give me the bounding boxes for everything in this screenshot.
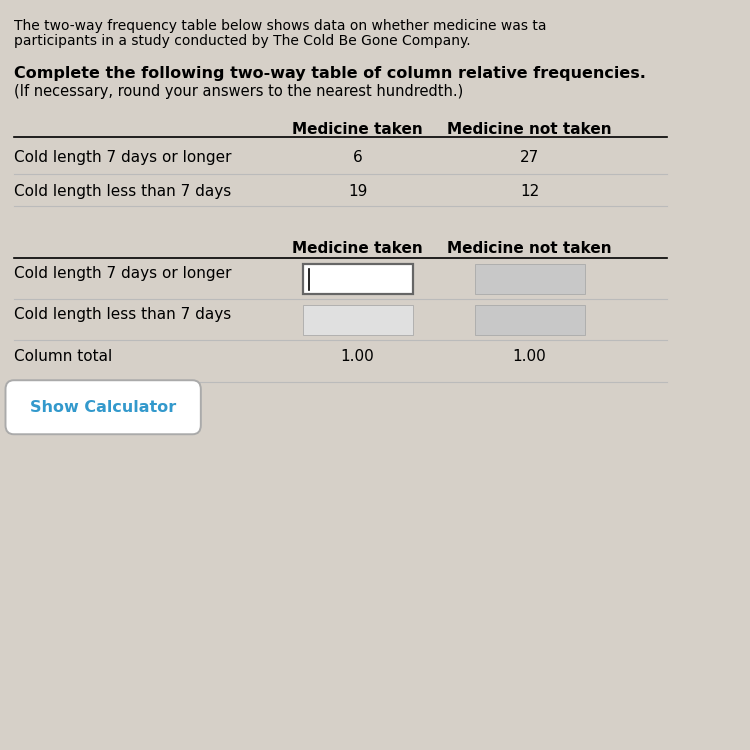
Text: Cold length less than 7 days: Cold length less than 7 days	[13, 184, 231, 199]
Text: participants in a study conducted by The Cold Be Gone Company.: participants in a study conducted by The…	[13, 34, 470, 48]
Text: Cold length 7 days or longer: Cold length 7 days or longer	[13, 150, 231, 165]
Text: 1.00: 1.00	[340, 349, 374, 364]
Text: Cold length less than 7 days: Cold length less than 7 days	[13, 308, 231, 322]
Text: Cold length 7 days or longer: Cold length 7 days or longer	[13, 266, 231, 281]
FancyBboxPatch shape	[5, 380, 201, 434]
Text: 27: 27	[520, 150, 539, 165]
FancyBboxPatch shape	[302, 305, 412, 335]
FancyBboxPatch shape	[302, 264, 412, 294]
Text: 6: 6	[352, 150, 362, 165]
Text: Medicine taken: Medicine taken	[292, 242, 423, 256]
Text: The two-way frequency table below shows data on whether medicine was ta: The two-way frequency table below shows …	[13, 19, 546, 33]
Text: 12: 12	[520, 184, 539, 199]
Text: Show Calculator: Show Calculator	[30, 400, 176, 415]
Text: Medicine taken: Medicine taken	[292, 122, 423, 136]
Text: Column total: Column total	[13, 349, 112, 364]
FancyBboxPatch shape	[475, 264, 584, 294]
Text: Medicine not taken: Medicine not taken	[447, 122, 612, 136]
Text: 19: 19	[348, 184, 368, 199]
FancyBboxPatch shape	[475, 305, 584, 335]
Text: Medicine not taken: Medicine not taken	[447, 242, 612, 256]
Text: 1.00: 1.00	[513, 349, 547, 364]
Text: Complete the following two-way table of column relative frequencies.: Complete the following two-way table of …	[13, 66, 646, 81]
Text: (If necessary, round your answers to the nearest hundredth.): (If necessary, round your answers to the…	[13, 84, 463, 99]
